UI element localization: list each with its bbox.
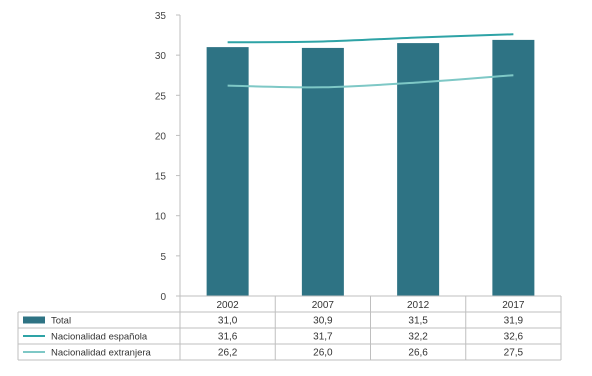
bar-total [206,47,249,296]
y-tick-label: 5 [160,252,166,263]
y-tick-label: 10 [155,212,167,223]
table-value: 30,9 [313,316,333,327]
y-tick-label: 30 [155,51,167,62]
y-tick-label: 20 [155,131,167,142]
y-tick-label: 15 [155,172,167,183]
x-category-label: 2007 [312,300,335,311]
bar-series [206,39,535,296]
legend-label: Nacionalidad española [51,332,148,343]
bar-total [301,47,344,296]
legend-label: Nacionalidad extranjera [51,348,152,359]
legend-label: Total [51,316,71,327]
table-value: 31,5 [408,316,428,327]
table-value: 31,0 [218,316,238,327]
data-table: 2002 2007 2012 2017 Total 31,0 30,9 31,5 31,9 Nac… [17,295,562,361]
y-axis: 35 30 25 20 15 10 5 0 [155,11,181,303]
table-value: 31,6 [218,332,238,343]
x-category-label: 2017 [502,300,525,311]
table-value: 27,5 [504,348,524,359]
table-value: 32,6 [504,332,524,343]
y-tick-label: 35 [155,11,167,22]
bar-total [492,39,535,296]
x-category-label: 2012 [407,300,430,311]
table-value: 31,7 [313,332,333,343]
table-value: 26,2 [218,348,238,359]
y-tick-label: 0 [160,292,166,303]
legend-key-total [23,316,45,324]
table-value: 26,0 [313,348,333,359]
table-value: 32,2 [408,332,428,343]
y-tick-label: 25 [155,91,167,102]
x-category-label: 2002 [217,300,240,311]
line-nacionalidad-extranjera [227,74,514,89]
table-value: 26,6 [408,348,428,359]
bar-total [397,43,440,296]
table-value: 31,9 [504,316,524,327]
line-series [227,33,514,89]
line-nacionalidad-espa-ola [227,33,514,44]
